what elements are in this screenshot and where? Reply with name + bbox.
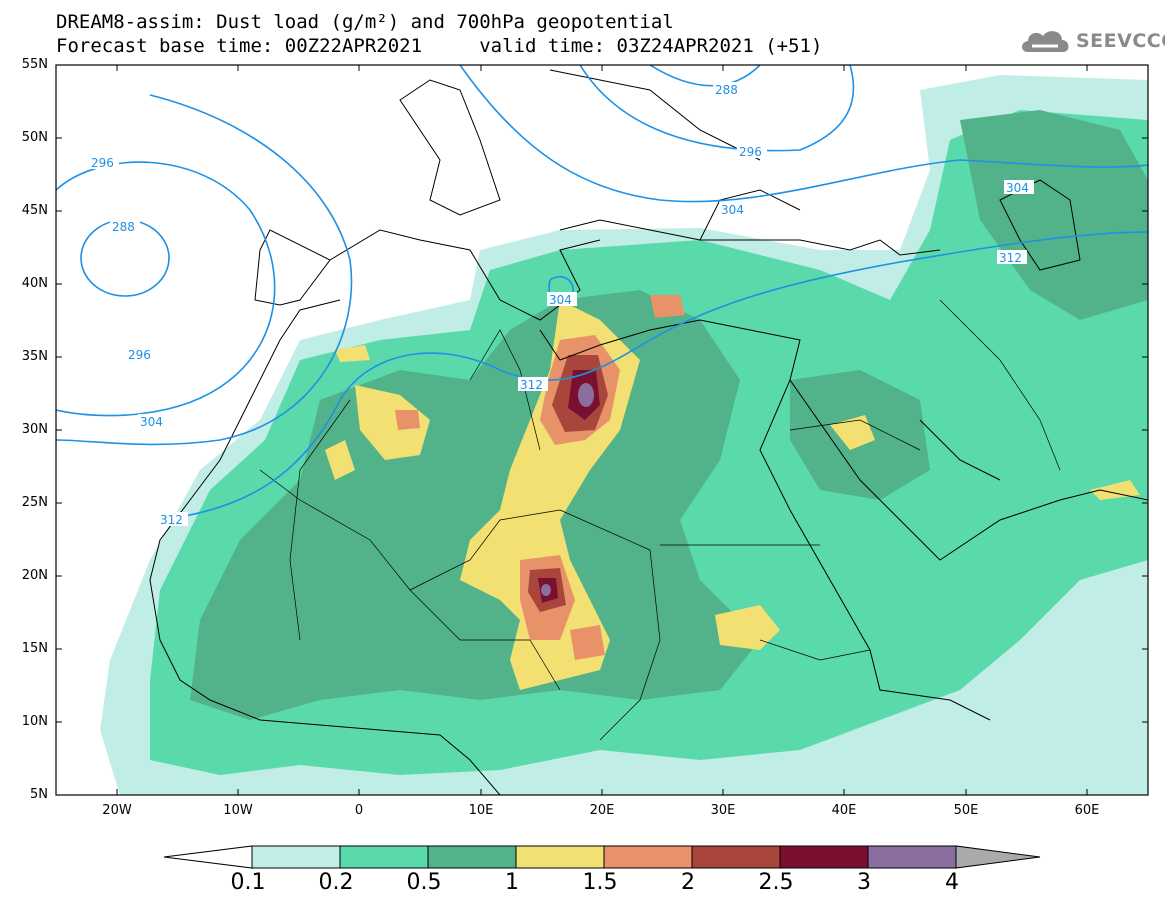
dust-field [100, 75, 1148, 795]
geopotential-contours [56, 65, 1148, 521]
dust-band-1.5-aegean [650, 295, 685, 318]
contour-304-east [459, 65, 1148, 203]
colorbar-swatch [427, 845, 517, 869]
map-subtitle: Forecast base time: 00Z22APR2021 valid t… [56, 35, 823, 57]
dust-band-1-algeria [355, 385, 430, 460]
dust-band-1.5-south [570, 625, 605, 660]
dust-band-1-oman [1090, 480, 1140, 500]
lat-label-10n: 10N [21, 714, 48, 729]
lon-label-60e: 60E [1074, 803, 1100, 818]
colorbar-swatch [779, 845, 869, 869]
lon-label-20e: 20E [589, 803, 615, 818]
dust-band-3 [578, 383, 594, 407]
colorbar-arrow-low [163, 845, 253, 869]
contour-label-304-east: 304 [721, 203, 744, 217]
lon-label-20w: 20W [102, 803, 132, 818]
contour-296-east [579, 65, 855, 152]
contour-label-304-caspian: 304 [1006, 181, 1029, 195]
colorbar-arrow-high [955, 845, 1041, 869]
contour-288-east [649, 65, 761, 87]
logo-text: SEEVCCC [1076, 30, 1165, 52]
contour-312 [159, 231, 1148, 521]
dust-band-1-sudan [715, 605, 780, 650]
colorbar-swatch [691, 845, 781, 869]
colorbar-swatch [339, 845, 429, 869]
colorbar-label-0.2: 0.2 [318, 870, 354, 895]
axis-ticks [56, 64, 1148, 795]
dust-band-1-coast [335, 345, 370, 362]
contour-label-296-east: 296 [739, 145, 762, 159]
colorbar-swatch [603, 845, 693, 869]
contour-label-304-italy: 304 [549, 293, 572, 307]
contour-label-288-east: 288 [715, 83, 738, 97]
lat-label-55n: 55N [21, 57, 48, 72]
colorbar-label-1: 1 [505, 870, 519, 895]
dust-band-1-morocco [325, 440, 355, 480]
colorbar-swatches [163, 845, 1041, 869]
seevccc-logo: SEEVCCC [1018, 24, 1165, 60]
contour-label-304-west: 304 [140, 415, 163, 429]
lat-label-40n: 40N [21, 276, 48, 291]
lon-label-0: 0 [354, 803, 364, 818]
contour-label-296-west: 296 [91, 156, 114, 170]
lon-label-50e: 50E [953, 803, 979, 818]
lat-label-5n: 5N [30, 787, 48, 802]
colorbar-label-1.5: 1.5 [582, 870, 618, 895]
contour-labels: 288 296 288 296 304 312 296 304 312 304 … [89, 82, 1034, 527]
colorbar-label-0.5: 0.5 [406, 870, 442, 895]
lat-label-20n: 20N [21, 568, 48, 583]
dust-band-1.5-algeria [395, 410, 420, 430]
colorbar-label-0.1: 0.1 [230, 870, 266, 895]
contour-label-312-med: 312 [520, 378, 543, 392]
lon-label-10e: 10E [468, 803, 494, 818]
lat-label-35n: 35N [21, 349, 48, 364]
lon-label-40e: 40E [831, 803, 857, 818]
contour-label-296-south: 296 [128, 348, 151, 362]
contour-304-west [56, 94, 353, 446]
colorbar-swatch [867, 845, 957, 869]
dust-band-1-saudi [830, 415, 875, 450]
lat-label-30n: 30N [21, 422, 48, 437]
lat-label-15n: 15N [21, 641, 48, 656]
colorbar-label-3: 3 [857, 870, 871, 895]
lon-label-10w: 10W [223, 803, 253, 818]
cloud-logo-icon [1022, 31, 1069, 52]
colorbar-swatch [515, 845, 605, 869]
lat-label-25n: 25N [21, 495, 48, 510]
lon-label-30e: 30E [710, 803, 736, 818]
country-borders [259, 299, 1061, 741]
contour-296-west [56, 161, 276, 417]
colorbar-label-2: 2 [681, 870, 695, 895]
colorbar-swatch [251, 845, 341, 869]
map-title: DREAM8-assim: Dust load (g/m²) and 700hP… [56, 11, 674, 33]
contour-label-312-west: 312 [160, 513, 183, 527]
colorbar-label-4: 4 [945, 870, 959, 895]
lat-label-45n: 45N [21, 203, 48, 218]
contour-label-312-caspian: 312 [999, 251, 1022, 265]
contour-label-288-west: 288 [112, 220, 135, 234]
lat-label-50n: 50N [21, 130, 48, 145]
colorbar-label-2.5: 2.5 [758, 870, 794, 895]
coastlines [149, 69, 1148, 795]
dust-band-3-chad [541, 584, 551, 596]
